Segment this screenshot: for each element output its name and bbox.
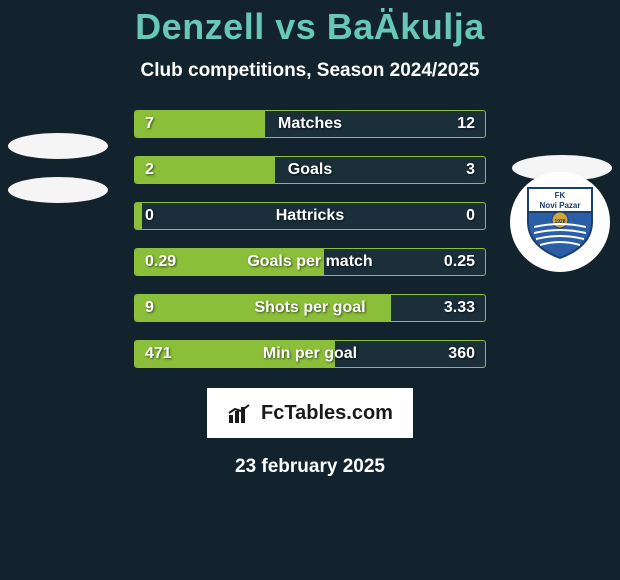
stat-label: Matches bbox=[135, 111, 485, 137]
stat-value-right: 360 bbox=[438, 341, 485, 367]
shield-icon: FK Novi Pazar 1928 bbox=[524, 184, 596, 260]
stat-row: 0.29Goals per match0.25 bbox=[134, 248, 486, 276]
stat-row: 0Hattricks0 bbox=[134, 202, 486, 230]
stat-row: 2Goals3 bbox=[134, 156, 486, 184]
badge-text-name: Novi Pazar bbox=[540, 201, 581, 210]
ellipse-icon bbox=[8, 133, 108, 159]
club-badge-inner: FK Novi Pazar 1928 bbox=[517, 179, 603, 265]
stats-list: 7Matches12 2Goals3 0Hattricks0 0.29Goals pe… bbox=[134, 110, 486, 368]
stat-label: Min per goal bbox=[135, 341, 485, 367]
stat-row: 9Shots per goal3.33 bbox=[134, 294, 486, 322]
stat-label: Goals per match bbox=[135, 249, 485, 275]
badge-text-fk: FK bbox=[555, 191, 566, 200]
stat-value-right: 0 bbox=[456, 203, 485, 229]
stat-label: Shots per goal bbox=[135, 295, 485, 321]
stat-value-right: 0.25 bbox=[434, 249, 485, 275]
stat-row: 7Matches12 bbox=[134, 110, 486, 138]
club-badge-right: FK Novi Pazar 1928 bbox=[510, 172, 610, 272]
brand-box[interactable]: FcTables.com bbox=[207, 388, 413, 438]
page-title: Denzell vs BaÄkulja bbox=[0, 6, 620, 48]
stat-row: 471Min per goal360 bbox=[134, 340, 486, 368]
comparison-card: Denzell vs BaÄkulja Club competitions, S… bbox=[0, 0, 620, 580]
date-label: 23 february 2025 bbox=[0, 456, 620, 478]
brand-text: FcTables.com bbox=[261, 402, 393, 425]
stat-label: Goals bbox=[135, 157, 485, 183]
stat-value-right: 3.33 bbox=[434, 295, 485, 321]
stat-value-right: 3 bbox=[456, 157, 485, 183]
team-left-placeholder bbox=[8, 118, 108, 218]
stat-value-right: 12 bbox=[447, 111, 485, 137]
ellipse-icon bbox=[8, 177, 108, 203]
stat-label: Hattricks bbox=[135, 203, 485, 229]
chart-icon bbox=[227, 403, 255, 423]
subtitle: Club competitions, Season 2024/2025 bbox=[0, 60, 620, 82]
